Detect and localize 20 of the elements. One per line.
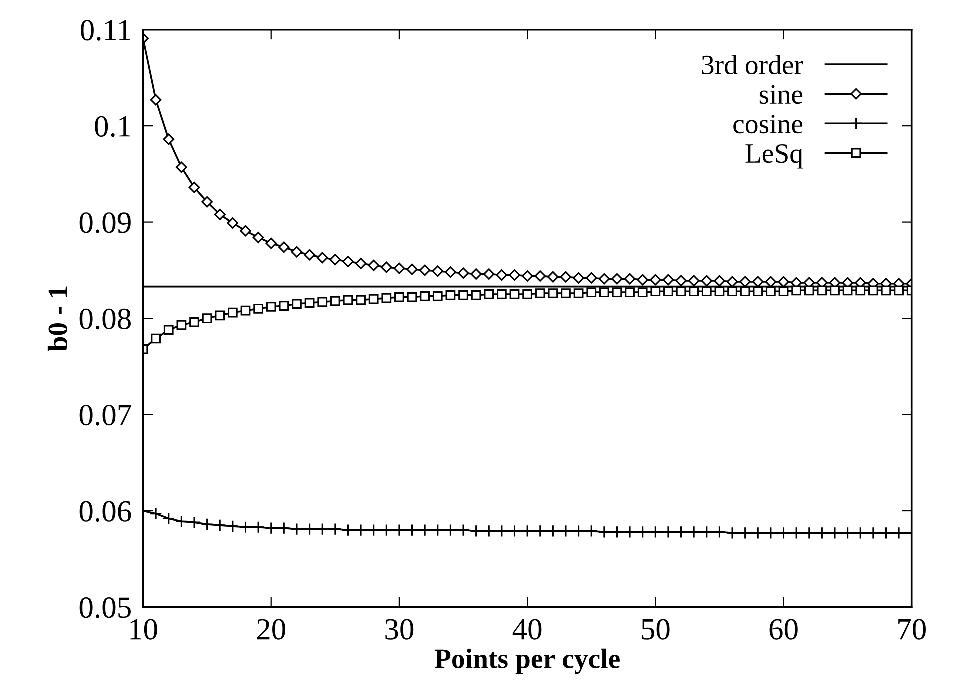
legend-label: sine (760, 85, 803, 104)
y-tick-label: 0.07 (80, 405, 132, 426)
x-tick-label: 10 (130, 619, 158, 640)
y-tick-label: 0.08 (80, 308, 131, 330)
x-tick-label: 50 (642, 619, 670, 640)
x-tick-label: 30 (386, 619, 414, 640)
x-tick-label: 40 (512, 619, 542, 640)
legend-label: cosine (734, 114, 803, 134)
y-tick-label: 0.05 (80, 598, 131, 618)
y-tick-label: 0.09 (80, 212, 131, 234)
x-axis-title: Points per cycle (434, 648, 620, 674)
legend-label: LeSq (746, 144, 804, 169)
x-tick-label: 70 (898, 619, 926, 640)
y-tick-label: 0.11 (80, 20, 130, 41)
legend-label: 3rd order (702, 55, 804, 75)
x-tick-label: 20 (257, 619, 286, 640)
y-axis-title: b0 - 1 (48, 286, 68, 352)
x-tick-label: 60 (770, 619, 798, 640)
y-tick-label: 0.1 (95, 116, 130, 138)
y-tick-label: 0.06 (80, 501, 132, 522)
